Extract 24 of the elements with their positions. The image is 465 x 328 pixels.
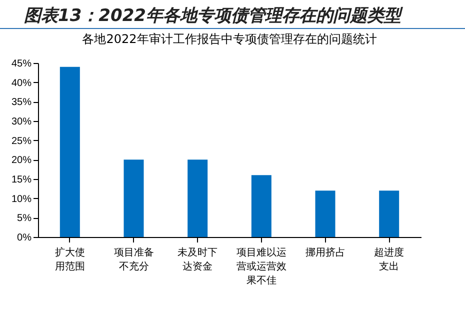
bar [315,190,336,237]
bar [60,66,80,237]
bar [188,160,208,237]
y-tick-label: 25% [11,136,32,147]
chart-subtitle: 各地2022年审计工作报告中专项债管理存在的问题统计 [82,32,377,46]
y-tick-label: 30% [11,116,32,128]
y-tick-label: 10% [11,194,32,205]
bar [124,160,144,237]
x-tick-label: 扩大使用范围 [54,246,85,272]
y-tick-label: 45% [11,58,32,70]
y-tick-label: 15% [11,174,32,186]
y-tick-label: 40% [11,78,32,89]
x-tick-label: 超进度支出 [374,246,404,272]
x-tick-label: 未及时下达资金 [178,246,218,272]
y-tick-label: 20% [11,155,32,166]
chart-title: 图表13：2022年各地专项债管理存在的问题类型 [0,0,465,29]
y-tick-label: 35% [11,97,32,108]
x-tick-label: 项目准备不充分 [114,246,154,272]
x-tick-label: 挪用挤占 [305,246,346,258]
bar [251,175,272,237]
x-tick-label: 项目难以运营或运营效果不佳 [236,246,286,286]
bar [379,190,400,237]
y-tick-label: 0% [17,232,32,244]
y-tick-label: 5% [17,213,32,224]
